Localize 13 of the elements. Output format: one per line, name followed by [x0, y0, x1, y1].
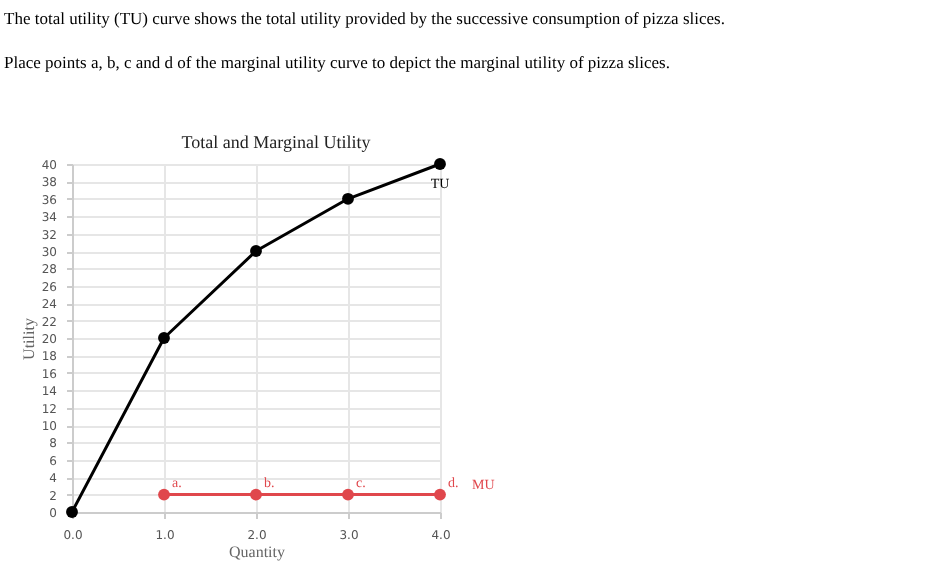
y-axis-title: Utility — [19, 318, 38, 360]
point — [342, 488, 354, 501]
text: The total utility (TU) curve shows the total utility provided by the successive consumption of pizza slices. — [4, 8, 725, 28]
chart-title: Total and Marginal Utility — [181, 132, 372, 152]
point — [250, 488, 262, 501]
text: Place points a, b, c and d of the marginal utility curve to depict the marginal utility of pizza slices. — [4, 52, 670, 72]
point — [342, 192, 354, 205]
x-axis-title: Quantity — [229, 543, 285, 561]
point — [434, 158, 446, 170]
point — [158, 488, 170, 501]
point — [250, 245, 262, 257]
point — [158, 332, 170, 344]
point — [434, 488, 446, 501]
